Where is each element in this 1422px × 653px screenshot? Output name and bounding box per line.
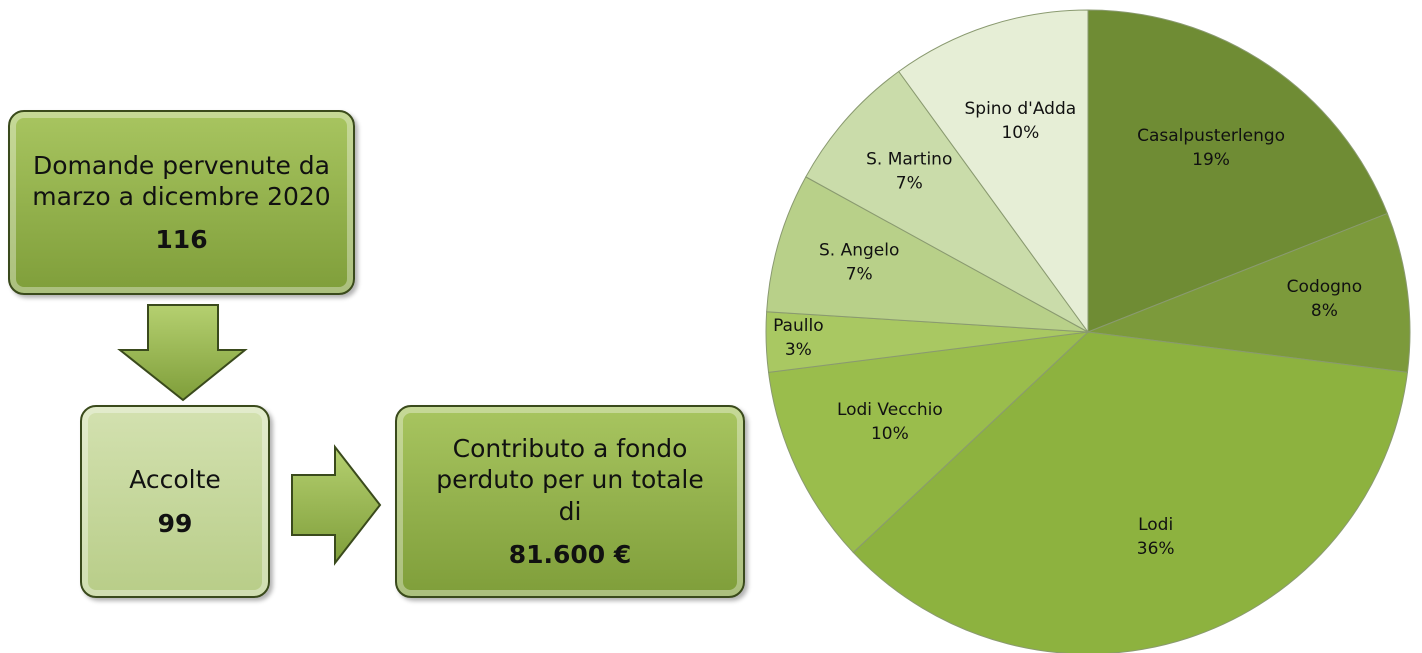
box-text: Domande pervenute da marzo a dicembre 20…: [32, 150, 331, 211]
slice-name: Codogno: [1287, 277, 1362, 297]
slice-name: S. Angelo: [819, 241, 899, 261]
box-contribution: Contributo a fondo perduto per un totale…: [395, 405, 745, 598]
pie-slice: [766, 176, 1089, 333]
slice-label: 19%: [1192, 150, 1230, 170]
box-text: Contributo a fondo perduto per un totale…: [436, 434, 704, 526]
pie-slice: [1087, 9, 1389, 333]
slice-label: 10%: [1001, 123, 1039, 143]
slice-name: Spino d'Adda: [964, 99, 1076, 119]
slice-name: Lodi: [1138, 515, 1173, 535]
pie-slice: [767, 331, 1090, 554]
pie-slice: [852, 331, 1409, 653]
arrow-down: [117, 304, 248, 402]
box-value: 99: [157, 508, 193, 538]
slice-label: 7%: [846, 265, 873, 285]
slice-name: Casalpusterlengo: [1137, 126, 1285, 146]
arrow-right: [291, 444, 382, 566]
slice-label: 10%: [871, 424, 909, 444]
pie-slice: [898, 9, 1089, 334]
box-text: Accolte: [129, 465, 221, 495]
pie-slice: [805, 70, 1089, 333]
slice-label: 36%: [1137, 539, 1175, 559]
box-value: 116: [155, 225, 208, 255]
slice-name: S. Martino: [866, 149, 952, 169]
slice-name: Lodi Vecchio: [837, 400, 943, 420]
slice-name: Paullo: [773, 316, 824, 336]
pie-slice: [1087, 212, 1411, 373]
slice-label: 8%: [1311, 301, 1338, 321]
box-value: 81.600 €: [508, 539, 632, 569]
box-accepted: Accolte 99: [80, 405, 270, 598]
slice-label: 7%: [896, 173, 923, 193]
box-requests: Domande pervenute da marzo a dicembre 20…: [8, 110, 355, 295]
slice-label: 3%: [785, 340, 812, 360]
